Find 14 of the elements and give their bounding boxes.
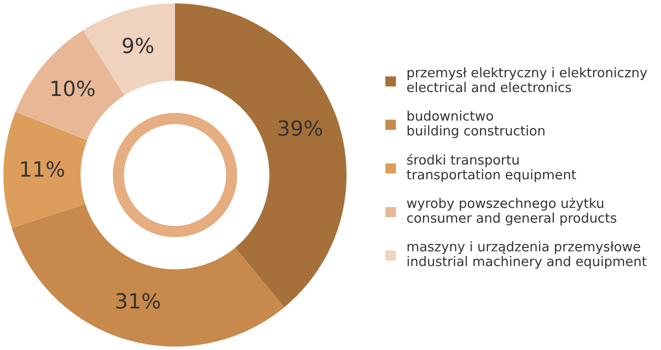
data-label: 11% <box>21 161 64 177</box>
donut-slice <box>3 112 88 228</box>
legend-label: przemysł elektryczny i elektroniczny electrical and electronics <box>407 67 648 92</box>
legend-label: środki transportu transportation equipment <box>406 154 576 182</box>
data-label: 31% <box>116 292 160 309</box>
donut-slice <box>15 30 124 140</box>
legend-label: wyroby powszechnego użytku consumer and general products <box>407 198 616 226</box>
data-label: 9% <box>122 38 154 54</box>
data-label: 39% <box>278 120 322 136</box>
data-label: 10% <box>52 80 95 96</box>
donut-slice <box>12 204 284 347</box>
donut-slice <box>175 3 347 308</box>
legend-label: maszyny i urządzenia przemysłowe industrial machinery and equipment <box>408 241 647 269</box>
legend-label: budownictwo building construction <box>408 110 544 138</box>
